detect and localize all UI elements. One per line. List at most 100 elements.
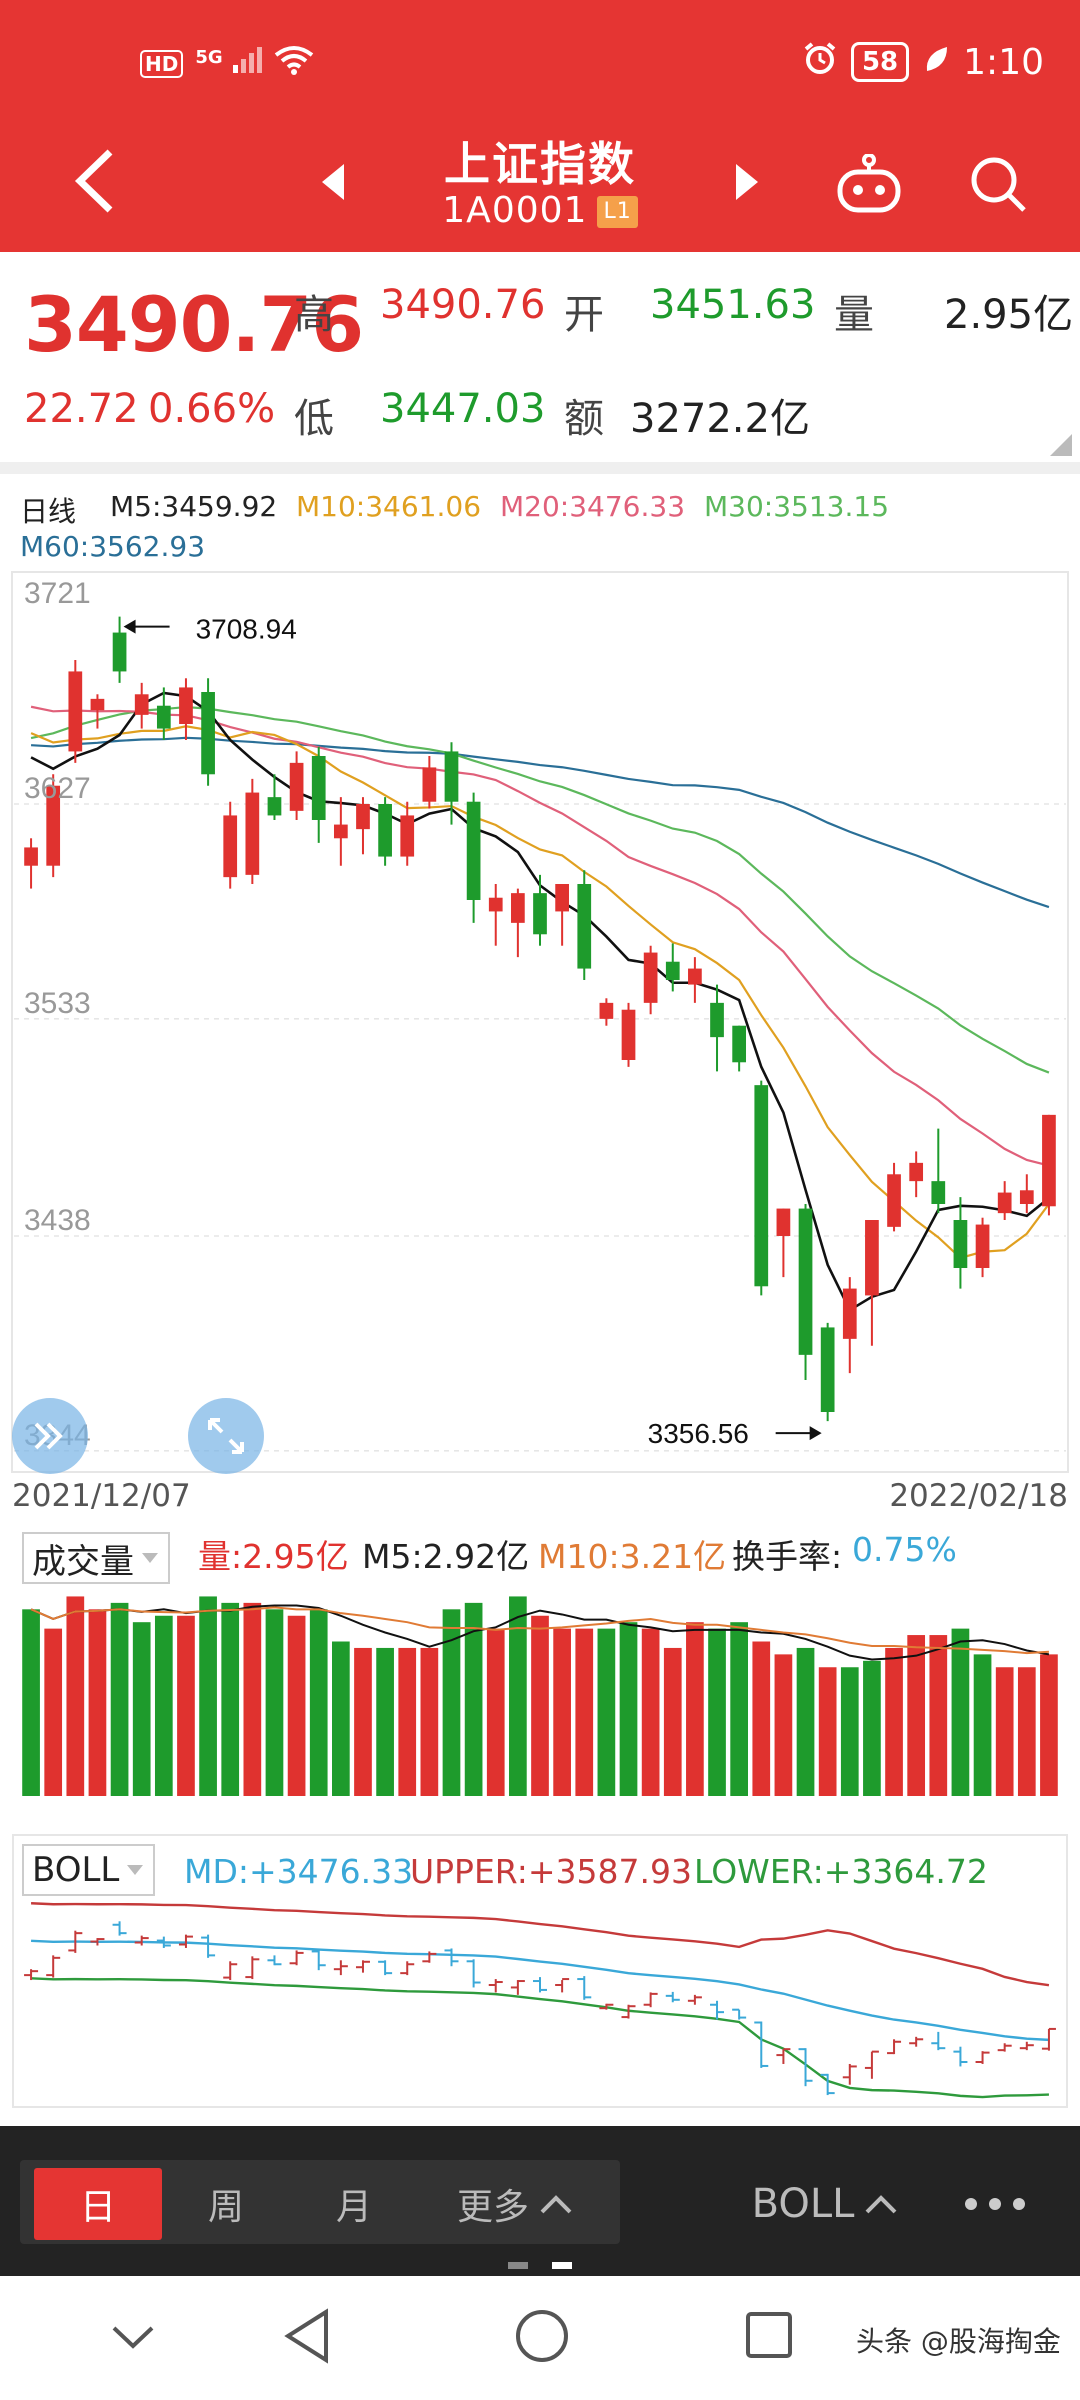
high-mark-arrowhead — [123, 619, 136, 634]
change-value: 22.72 — [24, 386, 139, 432]
boll-chart[interactable] — [0, 1896, 1080, 2106]
tab-more[interactable]: 更多 — [430, 2168, 600, 2240]
back-button[interactable] — [70, 146, 120, 220]
volume-bar — [154, 1615, 173, 1796]
ma60-line — [31, 736, 1050, 909]
triangle-right-icon — [736, 164, 758, 200]
volume-ma10: M10:3.21亿 — [538, 1537, 727, 1576]
volume-indicator-select[interactable]: 成交量 — [22, 1532, 170, 1584]
candle-body — [179, 687, 193, 724]
candle-body — [134, 694, 149, 715]
candle-body — [688, 968, 702, 985]
dropdown-triangle-icon — [127, 1865, 144, 1875]
volume-ma10-line — [30, 1606, 1049, 1655]
robot-assistant-button[interactable] — [836, 153, 902, 218]
volume-chart[interactable] — [0, 1586, 1080, 1802]
volume-bar — [1017, 1667, 1036, 1796]
system-nav-bar: 头条 @股海掏金 — [0, 2276, 1080, 2400]
tab-day[interactable]: 日 — [34, 2168, 162, 2240]
candle-body — [156, 705, 171, 729]
candle-body — [820, 1327, 835, 1412]
candle-body — [46, 785, 61, 866]
boll-upper-line — [31, 1902, 1050, 1987]
boll-indicator-select[interactable]: BOLL — [22, 1844, 156, 1896]
fullscreen-button[interactable] — [188, 1398, 264, 1474]
ma5-legend: M5:3459.92 — [110, 490, 278, 523]
watermark-text: 头条 @股海掏金 — [856, 2325, 1061, 2358]
candle-body — [1042, 1114, 1056, 1207]
volume-bar — [885, 1647, 903, 1796]
boll-lower-line — [31, 1977, 1049, 2099]
volume-bar — [575, 1628, 594, 1796]
candle-body — [68, 671, 83, 752]
tab-more-label: 更多 — [456, 2187, 529, 2228]
candle-body — [599, 1002, 614, 1019]
volume-value: 2.95亿 — [944, 292, 1074, 338]
chevron-down-icon[interactable] — [110, 2322, 156, 2352]
turnover-label: 换手率: — [732, 1537, 843, 1576]
amount-label: 额 — [564, 396, 604, 442]
volume-bar — [442, 1609, 461, 1796]
alarm-icon — [803, 40, 837, 84]
candle-body — [621, 1009, 636, 1060]
volume-today: 量:2.95亿 — [198, 1537, 349, 1576]
candle-body — [422, 767, 437, 802]
low-mark-arrowhead — [809, 1426, 822, 1441]
prev-stock-button[interactable] — [318, 162, 348, 206]
volume-bar — [641, 1628, 660, 1796]
volume-bar — [199, 1596, 217, 1796]
volume-label: 量 — [834, 292, 874, 338]
ma20-legend: M20:3476.33 — [500, 490, 686, 523]
scroll-left-button[interactable] — [12, 1398, 88, 1474]
boll-select-label: BOLL — [32, 1850, 120, 1890]
volume-bar — [951, 1628, 970, 1796]
next-stock-button[interactable] — [732, 162, 762, 206]
boll-upper: UPPER:+3587.93 — [410, 1852, 692, 1891]
volume-bar — [221, 1602, 240, 1796]
status-bar: HD 5G 58 1:10 — [0, 0, 1080, 122]
tab-week[interactable]: 周 — [207, 2187, 244, 2228]
volume-bar — [464, 1602, 483, 1796]
candle-body — [555, 884, 569, 912]
price-axis-label: 3533 — [24, 987, 91, 1020]
high-value: 3490.76 — [380, 282, 546, 328]
candle-body — [842, 1288, 857, 1339]
low-label: 低 — [294, 396, 334, 442]
volume-bar — [309, 1609, 328, 1796]
indicator-button[interactable]: BOLL — [740, 2168, 910, 2240]
volume-bar — [531, 1615, 549, 1796]
volume-bar — [486, 1628, 505, 1796]
level-badge: L1 — [597, 196, 638, 228]
nav-recents-icon[interactable] — [744, 2310, 794, 2360]
page-dot — [508, 2262, 528, 2269]
candle-body — [865, 1220, 879, 1296]
ma60-legend: M60:3562.93 — [20, 530, 206, 563]
chevron-up-icon — [865, 2195, 897, 2214]
volume-bar — [44, 1628, 63, 1796]
chevron-up-icon — [540, 2195, 572, 2214]
volume-bar — [619, 1622, 638, 1796]
nav-home-icon[interactable] — [514, 2308, 570, 2364]
candle-body — [754, 1085, 769, 1287]
volume-bar — [818, 1667, 837, 1796]
expand-corner-icon[interactable] — [1050, 434, 1072, 456]
high-mark-label: 3708.94 — [196, 614, 297, 645]
candle-body — [267, 797, 282, 816]
search-button[interactable] — [966, 152, 1030, 220]
volume-bar — [553, 1628, 571, 1796]
price-axis-label: 3627 — [24, 772, 91, 805]
tab-month[interactable]: 月 — [335, 2187, 372, 2228]
more-options-button[interactable] — [950, 2168, 1040, 2240]
amount-value: 3272.2亿 — [630, 396, 810, 442]
volume-bar — [66, 1596, 85, 1796]
more-dots-icon — [965, 2198, 1025, 2210]
volume-bar — [110, 1602, 129, 1796]
ma20-line — [30, 705, 1050, 1167]
volume-bar — [398, 1647, 417, 1796]
nav-back-icon[interactable] — [282, 2308, 332, 2364]
candle-body — [577, 884, 592, 969]
volume-bar — [752, 1641, 771, 1796]
volume-bar — [663, 1647, 682, 1796]
candle-body — [223, 815, 238, 878]
